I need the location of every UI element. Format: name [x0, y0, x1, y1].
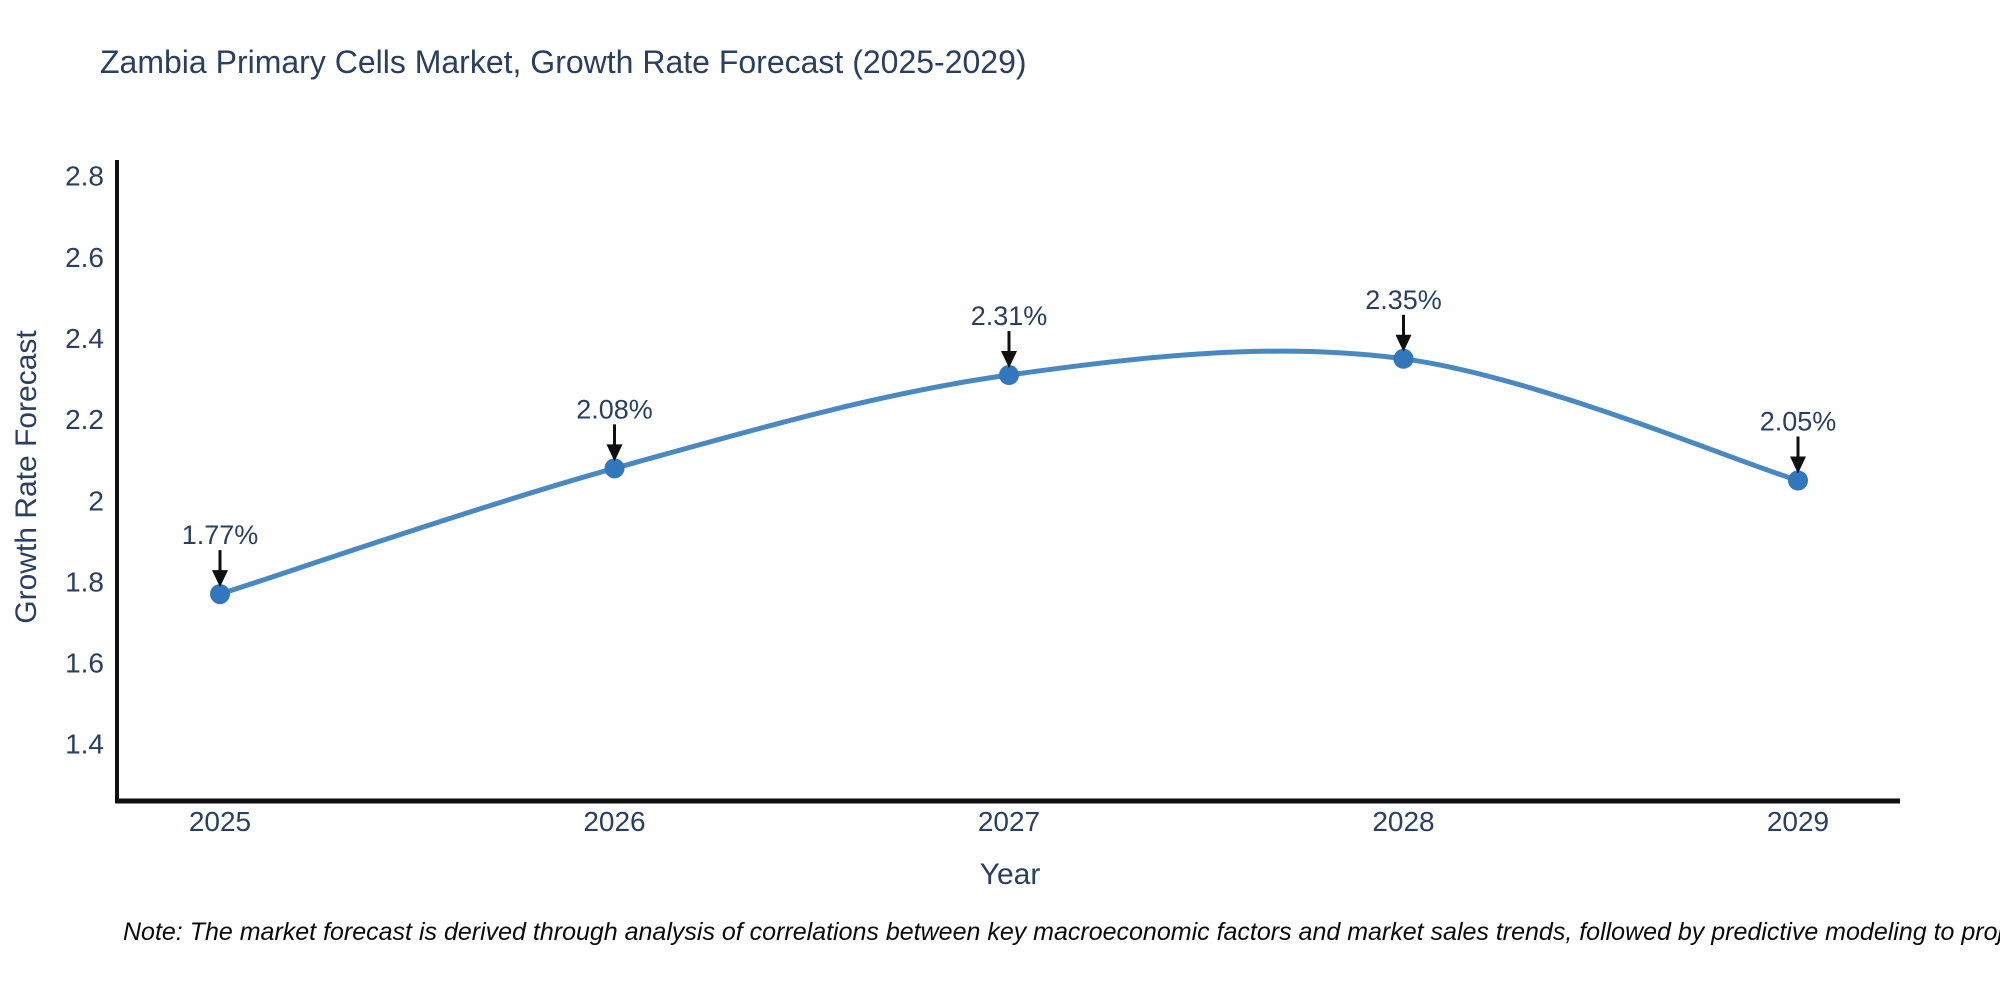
x-tick-label: 2029	[1767, 806, 1829, 837]
annotation-arrowhead	[212, 570, 228, 588]
y-tick-label: 1.8	[65, 566, 104, 597]
y-axis-title: Growth Rate Forecast	[10, 330, 43, 624]
data-point[interactable]	[1788, 470, 1808, 491]
footnote: Note: The market forecast is derived thr…	[123, 918, 2000, 946]
annotation-arrowhead	[606, 444, 623, 462]
y-tick-label: 1.4	[65, 729, 104, 760]
y-tick-label: 2.6	[65, 242, 104, 273]
forecast-line	[219, 348, 1799, 597]
annotation-arrowhead	[1001, 351, 1017, 369]
x-axis-title: Year	[979, 858, 1041, 891]
annotation-arrowhead	[1790, 456, 1806, 474]
y-tick-label: 2	[88, 485, 104, 516]
data-point[interactable]	[604, 458, 625, 479]
annotation-arrowhead	[1395, 334, 1412, 352]
data-point[interactable]	[999, 365, 1019, 386]
data-point[interactable]	[1393, 348, 1414, 369]
y-tick-label: 2.2	[65, 404, 104, 435]
y-tick-label: 2.8	[65, 161, 104, 192]
data-point[interactable]	[210, 584, 230, 605]
x-tick-label: 2028	[1372, 806, 1434, 837]
x-tick-label: 2027	[978, 806, 1040, 837]
y-tick-label: 2.4	[65, 323, 104, 354]
x-tick-label: 2025	[189, 806, 251, 837]
x-tick-label: 2026	[583, 806, 645, 837]
data-label: 2.31%	[971, 301, 1048, 331]
data-label: 2.05%	[1760, 407, 1837, 437]
chart-title: Zambia Primary Cells Market, Growth Rate…	[100, 44, 1027, 80]
data-label: 2.08%	[576, 394, 653, 424]
data-label: 1.77%	[182, 520, 259, 550]
data-label: 2.35%	[1365, 285, 1442, 315]
y-tick-label: 1.6	[65, 648, 104, 679]
